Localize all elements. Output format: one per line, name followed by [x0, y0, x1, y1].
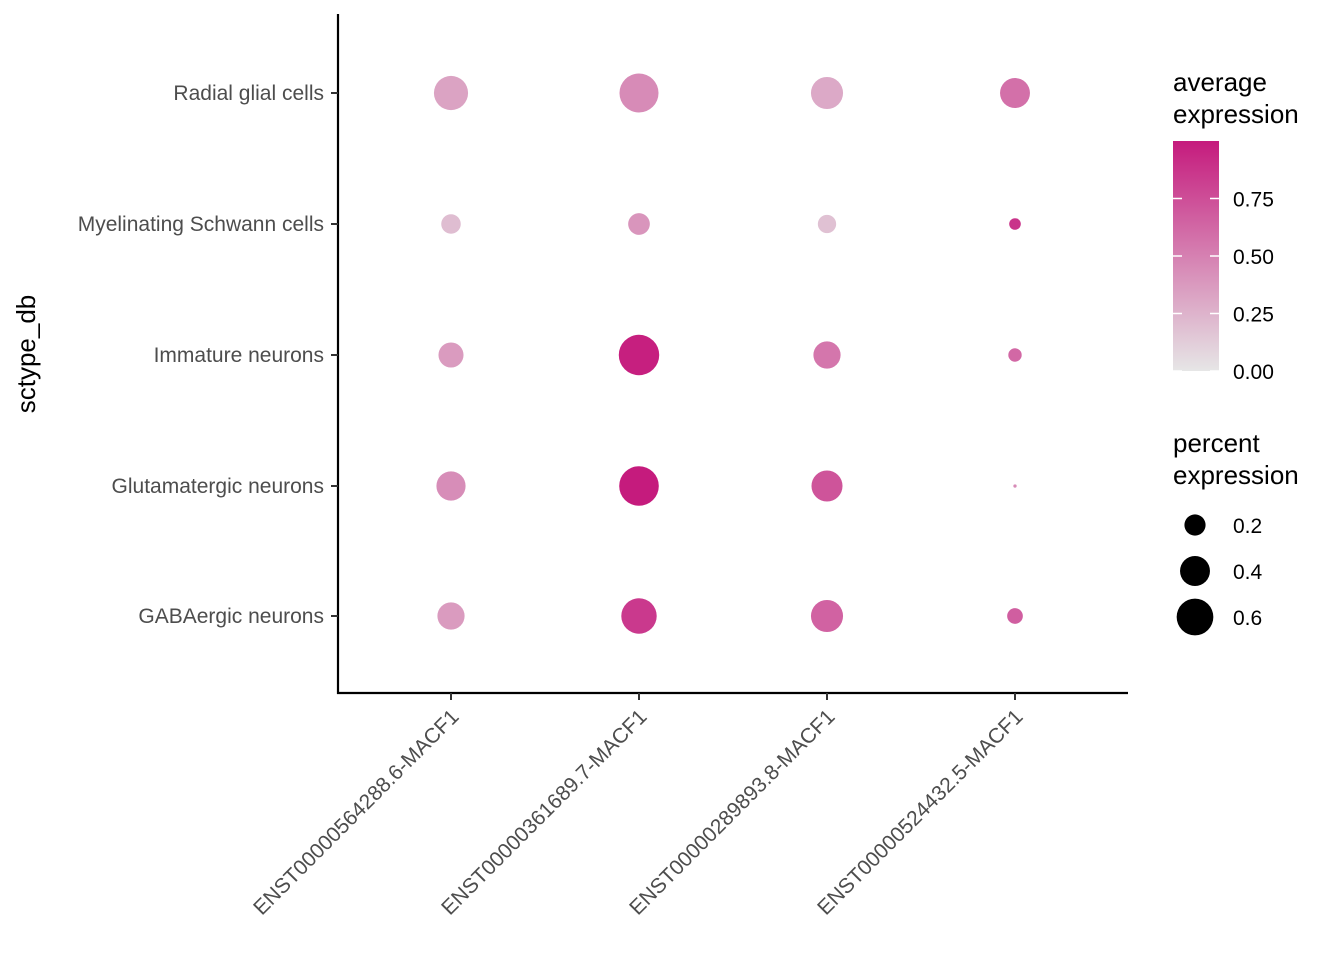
size-key-label-0: 0.2 — [1233, 515, 1262, 538]
point-immature-neurons-3 — [813, 341, 841, 369]
color-tick-label-2: 0.50 — [1233, 246, 1274, 269]
color-tick-label-0: 0.00 — [1233, 361, 1274, 384]
point-myelinating-schwann-cells-4 — [1009, 218, 1021, 230]
data-points — [433, 73, 1030, 634]
point-glutamatergic-neurons-1 — [436, 471, 466, 501]
color-legend-title-line-1: average — [1173, 67, 1267, 97]
point-radial-glial-cells-2 — [619, 73, 659, 113]
point-glutamatergic-neurons-3 — [811, 470, 843, 502]
point-gabaergic-neurons-4 — [1007, 608, 1023, 624]
point-gabaergic-neurons-1 — [437, 602, 465, 630]
y-axis-title: sctype_db — [11, 295, 41, 414]
size-legend-title: percent expression — [1173, 428, 1299, 490]
size-legend: percent expression 0.2 0.4 0.6 — [1173, 428, 1299, 636]
y-tick-label-gabaergic-neurons: GABAergic neurons — [138, 605, 324, 628]
y-tick-label-immature-neurons: Immature neurons — [154, 344, 324, 367]
point-gabaergic-neurons-3 — [810, 599, 844, 633]
point-immature-neurons-2 — [618, 334, 660, 376]
size-key-label-1: 0.4 — [1233, 561, 1263, 584]
y-tick-label-myelinating-schwann-cells: Myelinating Schwann cells — [78, 213, 324, 236]
size-key-circle-1 — [1180, 556, 1210, 586]
x-tick-label-enst00000524432-5-macf1: ENST00000524432.5-MACF1 — [813, 705, 1027, 919]
point-glutamatergic-neurons-2 — [619, 466, 659, 506]
color-legend-title-line-2: expression — [1173, 99, 1299, 129]
point-myelinating-schwann-cells-3 — [817, 214, 837, 234]
y-axis-ticks: Radial glial cells Myelinating Schwann ce… — [78, 82, 338, 628]
y-tick-label-glutamatergic-neurons: Glutamatergic neurons — [112, 475, 324, 498]
size-key-circle-2 — [1176, 598, 1214, 636]
size-key-circle-0 — [1184, 514, 1206, 536]
point-gabaergic-neurons-2 — [621, 598, 657, 634]
y-tick-label-radial-glial-cells: Radial glial cells — [173, 82, 324, 105]
point-immature-neurons-1 — [438, 342, 464, 368]
size-legend-title-line-1: percent — [1173, 428, 1260, 458]
x-tick-label-enst00000361689-7-macf1: ENST00000361689.7-MACF1 — [437, 705, 651, 919]
x-tick-label-enst00000289893-8-macf1: ENST00000289893.8-MACF1 — [625, 705, 839, 919]
point-myelinating-schwann-cells-1 — [441, 214, 461, 234]
point-radial-glial-cells-3 — [810, 76, 844, 110]
color-tick-label-1: 0.25 — [1233, 304, 1274, 327]
point-radial-glial-cells-4 — [1000, 78, 1030, 108]
point-glutamatergic-neurons-4 — [1013, 484, 1017, 488]
color-tick-label-3: 0.75 — [1233, 189, 1274, 212]
size-key-label-2: 0.6 — [1233, 607, 1262, 630]
point-immature-neurons-4 — [1008, 348, 1022, 362]
color-legend-title: average expression — [1173, 67, 1299, 129]
point-myelinating-schwann-cells-2 — [628, 213, 650, 235]
color-legend-ticks: 0.00 0.25 0.50 0.75 — [1173, 189, 1274, 384]
size-legend-keys: 0.2 0.4 0.6 — [1176, 514, 1263, 636]
point-radial-glial-cells-1 — [433, 75, 469, 111]
x-axis-ticks: ENST00000564288.6-MACF1ENST00000361689.7… — [249, 693, 1028, 920]
size-legend-title-line-2: expression — [1173, 460, 1299, 490]
x-tick-label-enst00000564288-6-macf1: ENST00000564288.6-MACF1 — [249, 705, 463, 919]
color-legend: average expression 0.00 0.25 0.50 0.75 — [1173, 67, 1299, 384]
